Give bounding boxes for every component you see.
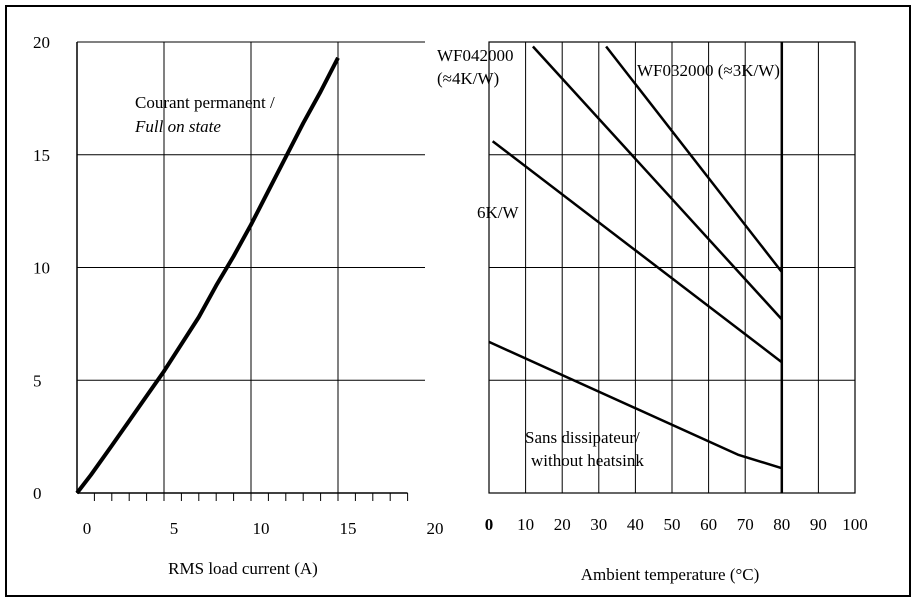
series-label-wf032000: WF032000 (≈3K/W) xyxy=(637,61,780,80)
right-chart-series xyxy=(488,45,783,470)
series-line-rms-current xyxy=(75,56,340,495)
series-line-no-heatsink xyxy=(488,340,783,470)
x-tick-label: 10 xyxy=(253,519,270,538)
x-tick-label: 0 xyxy=(485,515,494,534)
x-tick-label: 60 xyxy=(700,515,717,534)
left-chart-x-axis-label: RMS load current (A) xyxy=(168,559,318,578)
x-tick-label: 30 xyxy=(590,515,607,534)
y-tick-label: 10 xyxy=(33,259,50,278)
right-chart-x-tick-labels: 0 10 20 30 40 50 60 70 80 90 100 xyxy=(485,515,868,534)
series-line-wf032000 xyxy=(605,45,783,273)
x-tick-label: 50 xyxy=(664,515,681,534)
left-chart-y-tick-labels: 0 5 10 15 20 xyxy=(33,33,50,503)
right-chart: 0 10 20 30 40 50 60 70 80 90 100 WF042000 (≈4K/W) … xyxy=(437,41,868,584)
figure-border xyxy=(5,5,911,597)
series-label-wf042000-line2: (≈4K/W) xyxy=(437,69,499,88)
left-chart-series xyxy=(75,56,340,495)
series-label-no-heatsink-line1: Sans dissipateur/ xyxy=(525,428,640,447)
x-tick-label: 20 xyxy=(554,515,571,534)
series-label-no-heatsink-line2: without heatsink xyxy=(531,451,644,470)
x-tick-label: 70 xyxy=(737,515,754,534)
right-chart-grid xyxy=(488,41,856,494)
left-chart-axes xyxy=(76,42,409,501)
y-tick-label: 0 xyxy=(33,484,42,503)
right-chart-x-axis-label: Ambient temperature (°C) xyxy=(581,565,760,584)
x-tick-label: 100 xyxy=(842,515,868,534)
x-tick-label: 5 xyxy=(170,519,179,538)
series-line-wf042000 xyxy=(531,45,783,321)
series-line-6kw xyxy=(491,140,783,364)
left-chart-annotation-line1: Courant permanent / xyxy=(135,93,275,112)
x-tick-label: 90 xyxy=(810,515,827,534)
x-tick-label: 15 xyxy=(340,519,357,538)
x-tick-label: 0 xyxy=(83,519,92,538)
y-tick-label: 15 xyxy=(33,146,50,165)
left-chart-x-tick-labels: 0 5 10 15 20 xyxy=(83,519,444,538)
y-tick-label: 20 xyxy=(33,33,50,52)
series-label-6kw: 6K/W xyxy=(477,203,520,222)
x-tick-label: 40 xyxy=(627,515,644,534)
series-label-wf042000-line1: WF042000 xyxy=(437,46,514,65)
left-chart-annotation-line2: Full on state xyxy=(134,117,221,136)
x-tick-label: 10 xyxy=(517,515,534,534)
x-tick-label: 80 xyxy=(773,515,790,534)
left-chart-grid xyxy=(77,41,425,493)
y-tick-label: 5 xyxy=(33,371,42,390)
left-chart: 0 5 10 15 20 0 5 10 15 20 Courant permanent / Fu… xyxy=(33,33,444,578)
x-tick-label: 20 xyxy=(427,519,444,538)
